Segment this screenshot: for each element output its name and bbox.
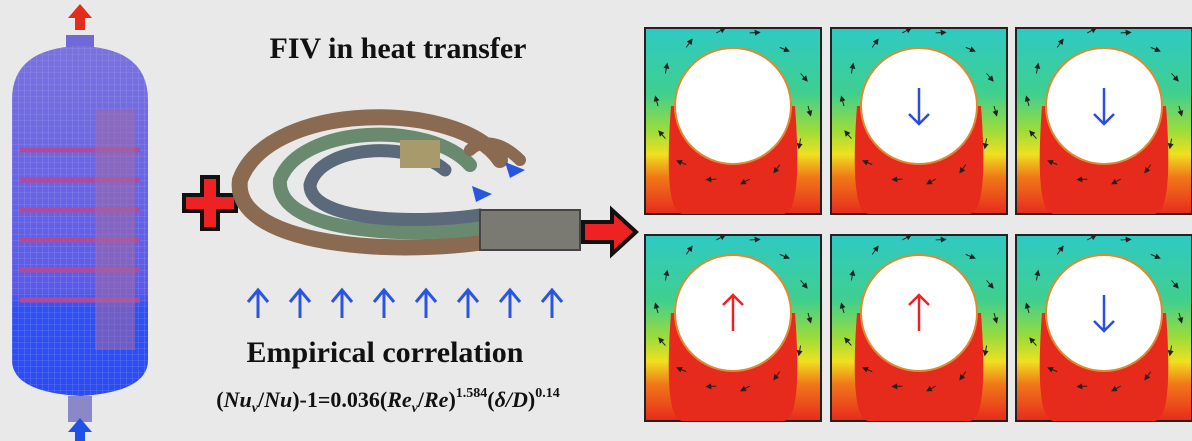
contour-panel	[645, 28, 821, 214]
formula: (Nuv/Nu)-1=0.036(Rev/Re)1.584(δ/D)0.14	[216, 386, 559, 416]
contour-panel	[831, 28, 1007, 214]
title: FIV in heat transfer	[270, 32, 527, 65]
cylinder	[675, 48, 791, 164]
contour-panel	[1016, 235, 1192, 421]
coil-header	[480, 210, 580, 250]
tube-bundle	[95, 110, 135, 350]
coil-joint	[400, 140, 440, 168]
contour-panel	[831, 235, 1007, 421]
vessel	[12, 4, 148, 441]
correlation-title: Empirical correlation	[247, 336, 524, 369]
graphical-abstract: FIV in heat transfer Empirical correlati…	[0, 0, 1192, 441]
contour-panel	[645, 235, 821, 421]
contour-panel	[1016, 28, 1192, 214]
